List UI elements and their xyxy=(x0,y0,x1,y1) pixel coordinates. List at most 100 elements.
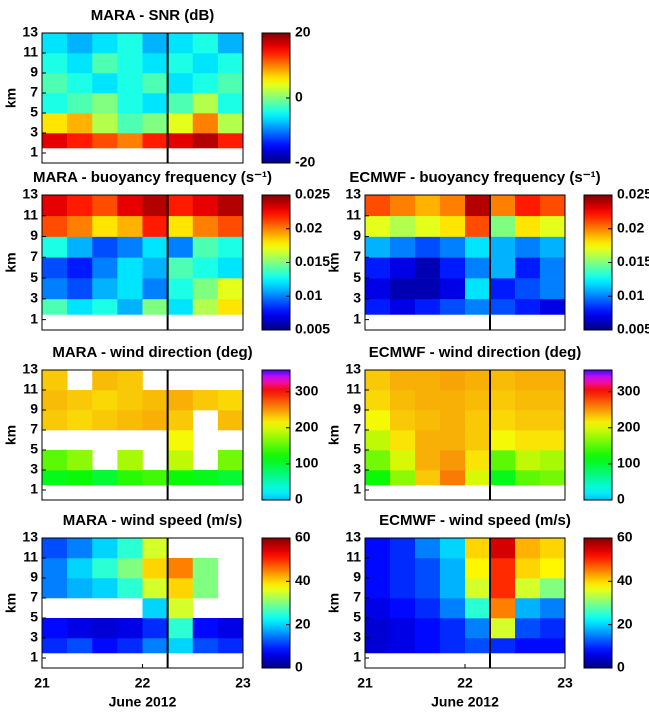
heat-cell xyxy=(42,133,68,149)
heat-cell xyxy=(365,430,391,451)
heat-cell xyxy=(515,430,541,451)
heat-cell xyxy=(465,638,491,654)
heat-cell xyxy=(440,618,466,639)
colorbar-tick-label: 200 xyxy=(295,418,319,434)
heat-cell xyxy=(192,133,219,149)
heat-cell xyxy=(217,215,244,237)
heat-cell xyxy=(490,638,516,654)
y-tick-label: 7 xyxy=(353,248,361,264)
heat-cell xyxy=(67,578,93,599)
heat-cell xyxy=(365,470,391,486)
x-tick-label: 23 xyxy=(557,675,573,691)
heat-cell xyxy=(192,53,219,74)
y-tick-label: 11 xyxy=(23,206,38,222)
heat-cell xyxy=(167,578,194,599)
heat-cell xyxy=(167,195,194,217)
heat-cell xyxy=(117,133,143,149)
heat-cell xyxy=(142,470,168,486)
heat-cell xyxy=(217,618,244,639)
heat-cell xyxy=(465,278,491,300)
heat-cell xyxy=(540,578,566,599)
y-tick-label: 7 xyxy=(30,421,38,437)
heat-cell xyxy=(390,558,416,579)
heat-cell xyxy=(365,298,391,315)
heat-cell xyxy=(465,558,491,579)
heat-cell xyxy=(117,298,143,315)
heat-cell xyxy=(42,298,68,315)
x-axis-label: June 2012 xyxy=(109,694,177,710)
heat-cell xyxy=(92,53,118,74)
heat-cell xyxy=(117,450,143,471)
heat-cell xyxy=(515,578,541,599)
axes-frame xyxy=(41,194,244,331)
y-tick-label: 9 xyxy=(30,64,38,80)
axes-frame xyxy=(41,369,244,501)
heat-cell xyxy=(390,298,416,315)
heat-cell xyxy=(92,278,118,300)
heat-cell xyxy=(42,638,68,654)
heat-cell xyxy=(440,470,466,486)
y-tick-label: 5 xyxy=(30,609,38,625)
heat-cell xyxy=(415,236,441,258)
heat-cell xyxy=(192,215,219,237)
heat-cell xyxy=(67,538,93,559)
heat-cell xyxy=(390,278,416,300)
heat-cell xyxy=(490,430,516,451)
heat-cell xyxy=(192,390,219,411)
heat-cell xyxy=(42,618,68,639)
heat-cell xyxy=(540,638,566,654)
heat-cell xyxy=(167,73,194,94)
y-tick-label: 5 xyxy=(30,269,38,285)
heat-cell xyxy=(440,410,466,431)
x-tick-label: 21 xyxy=(357,675,373,691)
heat-cell xyxy=(167,470,194,486)
heat-cell xyxy=(415,430,441,451)
heat-cell xyxy=(515,450,541,471)
heat-cell xyxy=(390,430,416,451)
y-tick-label: 3 xyxy=(30,290,38,306)
heat-cell xyxy=(440,450,466,471)
heat-cell xyxy=(142,558,168,579)
heat-cell xyxy=(415,390,441,411)
y-tick-label: 5 xyxy=(30,441,38,457)
heat-cell xyxy=(217,638,244,654)
y-tick-label: 11 xyxy=(23,44,38,60)
heat-cell xyxy=(415,558,441,579)
heat-cell xyxy=(92,390,118,411)
heat-cell xyxy=(167,236,194,258)
heat-cell xyxy=(67,390,93,411)
heat-cell xyxy=(465,598,491,619)
heat-cell xyxy=(42,53,68,74)
heat-cell xyxy=(67,638,93,654)
heat-cell xyxy=(42,113,68,134)
heat-cell xyxy=(142,390,168,411)
heat-cell xyxy=(42,278,68,300)
heat-cell xyxy=(490,450,516,471)
heat-cell xyxy=(42,450,68,471)
heat-cell xyxy=(117,470,143,486)
y-tick-label: 9 xyxy=(30,401,38,417)
heat-cell xyxy=(67,298,93,315)
heat-cell xyxy=(42,33,68,54)
heat-cell xyxy=(465,195,491,217)
heat-cell xyxy=(540,618,566,639)
y-tick-label: 5 xyxy=(353,609,361,625)
colorbar xyxy=(261,194,291,331)
y-tick-label: 1 xyxy=(353,310,361,326)
heat-cell xyxy=(92,470,118,486)
heat-cell xyxy=(540,390,566,411)
heat-cell xyxy=(92,33,118,54)
colorbar-tick-label: 0 xyxy=(295,659,303,675)
heat-cell xyxy=(490,236,516,258)
colorbar-tick-label: -20 xyxy=(295,154,315,170)
colorbar-tick-label: 20 xyxy=(295,24,311,40)
heat-cell xyxy=(540,450,566,471)
heat-cell xyxy=(167,430,194,451)
heat-cell xyxy=(540,558,566,579)
y-tick-label: 13 xyxy=(22,529,38,545)
heat-cell xyxy=(515,298,541,315)
heat-cell xyxy=(42,578,68,599)
heat-cell xyxy=(117,73,143,94)
heat-cell xyxy=(117,53,143,74)
heat-cell xyxy=(92,133,118,149)
